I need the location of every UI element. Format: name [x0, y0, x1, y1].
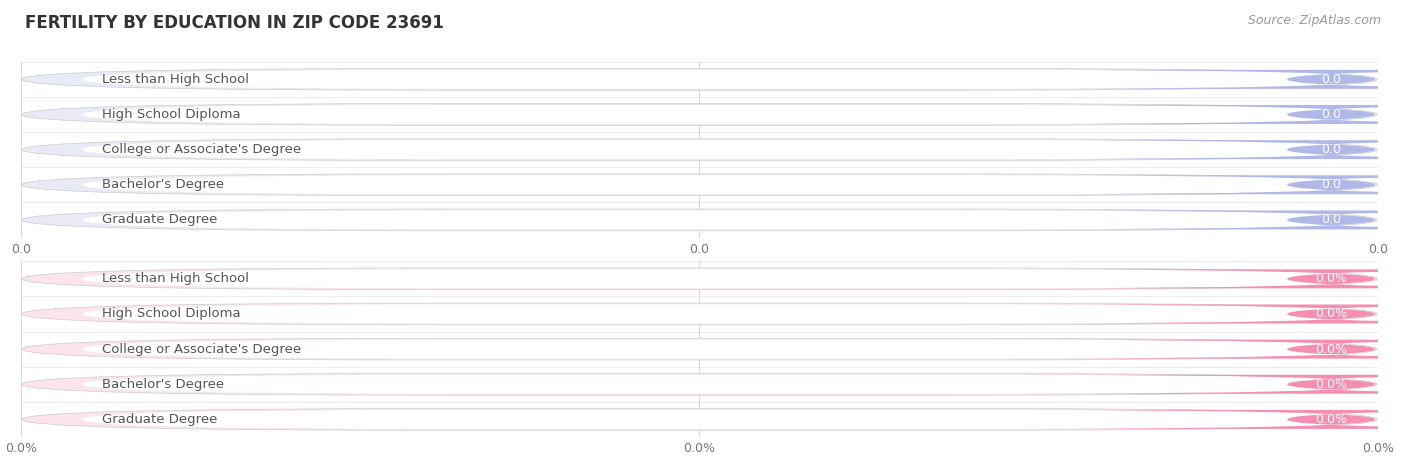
FancyBboxPatch shape: [21, 373, 1378, 395]
Text: 0.0%: 0.0%: [1315, 378, 1347, 391]
Text: Bachelor's Degree: Bachelor's Degree: [103, 178, 225, 191]
FancyBboxPatch shape: [82, 375, 1375, 394]
FancyBboxPatch shape: [82, 304, 1375, 323]
FancyBboxPatch shape: [82, 269, 1375, 288]
FancyBboxPatch shape: [82, 340, 1375, 359]
Text: 0.0%: 0.0%: [1315, 272, 1347, 285]
Text: 0.0: 0.0: [1368, 243, 1388, 256]
Text: 0.0: 0.0: [11, 243, 31, 256]
FancyBboxPatch shape: [1010, 304, 1406, 323]
Text: 0.0: 0.0: [1322, 108, 1341, 121]
FancyBboxPatch shape: [1010, 410, 1406, 429]
Text: Less than High School: Less than High School: [103, 272, 249, 285]
Text: 0.0%: 0.0%: [1315, 413, 1347, 426]
FancyBboxPatch shape: [21, 268, 1378, 290]
Text: 0.0: 0.0: [689, 243, 710, 256]
FancyBboxPatch shape: [82, 105, 1375, 124]
Text: Less than High School: Less than High School: [103, 73, 249, 86]
FancyBboxPatch shape: [1010, 175, 1406, 194]
Text: 0.0: 0.0: [1322, 143, 1341, 156]
Text: FERTILITY BY EDUCATION IN ZIP CODE 23691: FERTILITY BY EDUCATION IN ZIP CODE 23691: [25, 14, 444, 32]
Text: 0.0%: 0.0%: [1362, 442, 1393, 455]
FancyBboxPatch shape: [21, 68, 1378, 90]
FancyBboxPatch shape: [82, 140, 1375, 159]
Text: 0.0%: 0.0%: [1315, 342, 1347, 356]
FancyBboxPatch shape: [21, 408, 1378, 430]
Text: 0.0%: 0.0%: [683, 442, 716, 455]
Text: Graduate Degree: Graduate Degree: [103, 413, 218, 426]
FancyBboxPatch shape: [1010, 210, 1406, 229]
Text: 0.0: 0.0: [1322, 178, 1341, 191]
FancyBboxPatch shape: [21, 209, 1378, 231]
Text: High School Diploma: High School Diploma: [103, 108, 240, 121]
FancyBboxPatch shape: [82, 410, 1375, 429]
FancyBboxPatch shape: [1010, 105, 1406, 124]
Text: 0.0: 0.0: [1322, 213, 1341, 227]
FancyBboxPatch shape: [82, 210, 1375, 229]
Text: College or Associate's Degree: College or Associate's Degree: [103, 342, 302, 356]
Text: Graduate Degree: Graduate Degree: [103, 213, 218, 227]
Text: High School Diploma: High School Diploma: [103, 307, 240, 321]
FancyBboxPatch shape: [1010, 375, 1406, 394]
FancyBboxPatch shape: [1010, 70, 1406, 89]
FancyBboxPatch shape: [21, 139, 1378, 161]
Text: 0.0%: 0.0%: [1315, 307, 1347, 321]
FancyBboxPatch shape: [1010, 269, 1406, 288]
Text: Bachelor's Degree: Bachelor's Degree: [103, 378, 225, 391]
FancyBboxPatch shape: [21, 338, 1378, 360]
FancyBboxPatch shape: [82, 175, 1375, 194]
FancyBboxPatch shape: [21, 104, 1378, 125]
FancyBboxPatch shape: [1010, 340, 1406, 359]
FancyBboxPatch shape: [82, 70, 1375, 89]
Text: 0.0%: 0.0%: [6, 442, 37, 455]
FancyBboxPatch shape: [1010, 140, 1406, 159]
Text: College or Associate's Degree: College or Associate's Degree: [103, 143, 302, 156]
FancyBboxPatch shape: [21, 303, 1378, 325]
FancyBboxPatch shape: [21, 174, 1378, 196]
Text: Source: ZipAtlas.com: Source: ZipAtlas.com: [1247, 14, 1381, 27]
Text: 0.0: 0.0: [1322, 73, 1341, 86]
